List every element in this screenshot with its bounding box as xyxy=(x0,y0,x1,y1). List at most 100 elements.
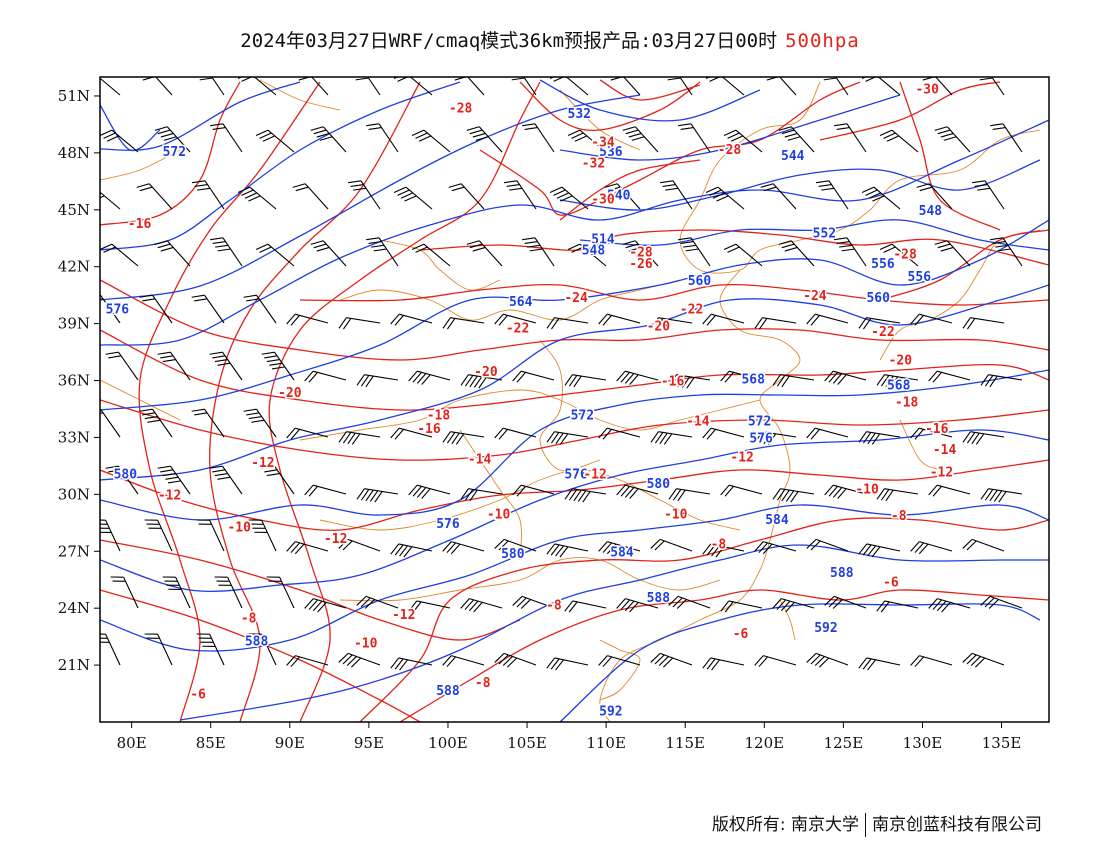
boundary-line xyxy=(100,379,181,421)
wind-barb xyxy=(876,600,919,613)
wind-barb xyxy=(778,240,815,267)
wind-barb xyxy=(157,351,191,381)
wind-barb xyxy=(214,576,243,609)
wind-barb xyxy=(494,427,537,440)
wind-barb xyxy=(760,183,797,210)
wind-barb xyxy=(650,652,693,668)
boundary-line xyxy=(459,429,522,561)
wind-barb xyxy=(512,595,555,609)
wind-barb xyxy=(616,598,659,613)
height-contour-line xyxy=(100,429,1049,592)
height-contour-label: 568 xyxy=(887,378,911,393)
wind-barb xyxy=(266,576,295,609)
wind-barb xyxy=(910,313,953,326)
boundary-line xyxy=(899,419,941,471)
title-level: 500hpa xyxy=(785,30,860,52)
height-contour-label: 588 xyxy=(436,684,460,699)
wind-barb xyxy=(962,317,1005,330)
x-tick-label: 90E xyxy=(275,734,305,752)
wind-barb xyxy=(460,374,503,389)
height-contour-line xyxy=(559,94,901,161)
temperature-contour-line xyxy=(100,589,421,722)
wind-barb xyxy=(209,351,243,381)
height-contour-line xyxy=(100,94,641,301)
wind-barb xyxy=(546,317,589,330)
wind-barb xyxy=(910,541,953,555)
contour-labels: 5325365405445485525145485565565605605645… xyxy=(104,81,958,721)
temperature-contour-label: -28 xyxy=(449,101,473,116)
wind-barb xyxy=(338,431,381,445)
x-tick-label: 85E xyxy=(196,734,226,752)
wind-barb xyxy=(100,633,121,666)
temperature-contour-line xyxy=(299,283,1049,306)
wind-barb xyxy=(504,180,537,210)
temperature-contour-label: -14 xyxy=(468,452,492,467)
wind-barb xyxy=(261,465,295,495)
wind-barb xyxy=(567,243,607,267)
plot-area: 5325365405445485525145485565565605605645… xyxy=(100,77,1049,722)
wind-barb xyxy=(286,541,329,555)
wind-barb xyxy=(928,370,971,383)
y-axis-ticks: 51N 48N 45N 42N 39N 36N 33N 30N 27N 24N 21N xyxy=(58,87,100,674)
temperature-contour-label: -12 xyxy=(583,467,606,482)
temperature-contour-line xyxy=(100,539,521,641)
wind-barb xyxy=(460,488,503,502)
wind-barb xyxy=(522,237,555,267)
wind-barb xyxy=(390,657,433,671)
wind-barb xyxy=(564,374,607,388)
temperature-contour-label: -8 xyxy=(241,612,257,627)
wind-barb xyxy=(261,351,295,381)
temperature-contour-label: -10 xyxy=(354,636,378,651)
y-tick-label: 42N xyxy=(58,258,90,276)
temperature-contour-label: -16 xyxy=(128,217,152,232)
wind-barb xyxy=(512,484,555,497)
y-tick-label: 39N xyxy=(58,315,90,333)
wind-barb xyxy=(876,488,919,502)
wind-barb xyxy=(390,427,433,440)
wind-barb xyxy=(702,543,745,558)
wind-barb xyxy=(702,313,745,326)
temperature-contour-line xyxy=(138,81,321,722)
height-contour-label: 556 xyxy=(908,270,932,285)
wind-barb xyxy=(678,237,711,267)
height-contour-line xyxy=(100,104,161,152)
wind-barb xyxy=(442,317,485,330)
temperature-contour-label: -10 xyxy=(855,483,879,498)
height-contour-line xyxy=(579,219,1049,251)
wind-barb xyxy=(338,317,381,330)
height-contour-label: 576 xyxy=(106,302,130,317)
temperature-contour-label: -18 xyxy=(895,395,919,410)
wind-barb xyxy=(598,313,641,326)
y-tick-label: 51N xyxy=(58,87,90,105)
wind-barb xyxy=(292,183,329,210)
wind-barb xyxy=(248,633,277,666)
wind-barb xyxy=(408,484,451,499)
wind-barb xyxy=(823,77,849,96)
y-tick-label: 21N xyxy=(58,656,90,674)
wind-barb xyxy=(157,465,191,495)
wind-barb xyxy=(466,126,503,153)
temperature-contour-label: -12 xyxy=(392,608,415,623)
x-tick-label: 115E xyxy=(665,734,705,752)
y-tick-label: 33N xyxy=(58,428,90,446)
title-main: 2024年03月27日WRF/cmaq模式36km预报产品:03月27日00时 xyxy=(240,30,778,52)
plot-frame xyxy=(99,76,1050,723)
wind-barb xyxy=(723,129,763,153)
temperature-contour-label: -20 xyxy=(474,365,498,380)
wind-barb xyxy=(678,123,711,153)
wind-barb xyxy=(702,427,745,440)
wind-barb xyxy=(512,370,555,383)
wind-barb xyxy=(136,183,173,210)
wind-barb xyxy=(778,126,815,153)
wind-barb xyxy=(962,538,1005,552)
height-contour-label: 580 xyxy=(114,467,138,482)
height-contour-line xyxy=(559,603,1041,722)
footer: 版权所有: 南京大学 南京创蓝科技有限公司 xyxy=(712,810,1042,837)
wind-barb xyxy=(356,595,399,609)
temperature-contour-label: -16 xyxy=(925,422,949,437)
y-tick-label: 45N xyxy=(58,201,90,219)
temperature-contour-label: -20 xyxy=(278,386,302,401)
wind-barb xyxy=(564,488,607,503)
wind-barb xyxy=(144,633,173,666)
wind-barb xyxy=(348,180,381,210)
